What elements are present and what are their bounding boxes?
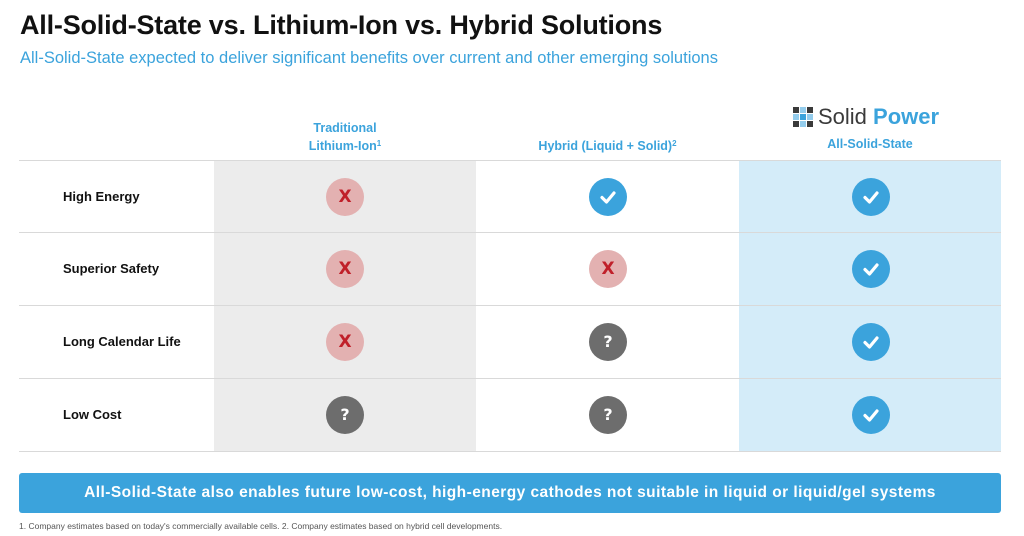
page-subtitle: All-Solid-State expected to deliver sign… [20, 49, 718, 67]
x-icon: X [326, 322, 364, 361]
footnote: 1. Company estimates based on today's co… [19, 521, 503, 531]
checkmark-icon [589, 177, 627, 216]
checkmark-icon [852, 177, 890, 216]
solid-power-logo-text: Solid Power [818, 104, 940, 129]
column-header-traditional-line2: Lithium-Ion1 [308, 139, 382, 153]
table-divider [19, 160, 1001, 161]
solid-power-logo: Solid Power [793, 104, 939, 130]
footnote-marker: 2 [672, 139, 677, 148]
row-label: Long Calendar Life [63, 333, 181, 349]
column-header-hybrid: Hybrid (Liquid + Solid)2 [538, 139, 677, 153]
table-divider [19, 232, 1001, 233]
x-icon: X [326, 249, 364, 288]
summary-banner: All-Solid-State also enables future low-… [19, 473, 1001, 513]
row-label: High Energy [63, 188, 140, 204]
row-label: Superior Safety [63, 260, 160, 276]
column-header-traditional: Traditional Lithium-Ion1 [214, 120, 476, 154]
footnote-marker: 1 [376, 139, 382, 148]
table-divider [19, 305, 1001, 306]
checkmark-icon [852, 249, 890, 288]
table-divider [19, 378, 1001, 379]
question-icon: ? [589, 395, 627, 434]
table-divider [19, 451, 1001, 452]
question-icon: ? [589, 322, 627, 361]
row-label: Low Cost [63, 406, 122, 422]
x-icon: X [326, 177, 364, 216]
column-header-all-solid-state: All-Solid-State [827, 137, 913, 151]
checkmark-icon [852, 395, 890, 434]
page-title: All-Solid-State vs. Lithium-Ion vs. Hybr… [20, 10, 663, 40]
x-icon: X [589, 249, 627, 288]
solid-power-logo-mark-icon [793, 107, 813, 127]
column-header-traditional-line1: Traditional [313, 121, 377, 135]
checkmark-icon [852, 322, 890, 361]
question-icon: ? [326, 395, 364, 434]
